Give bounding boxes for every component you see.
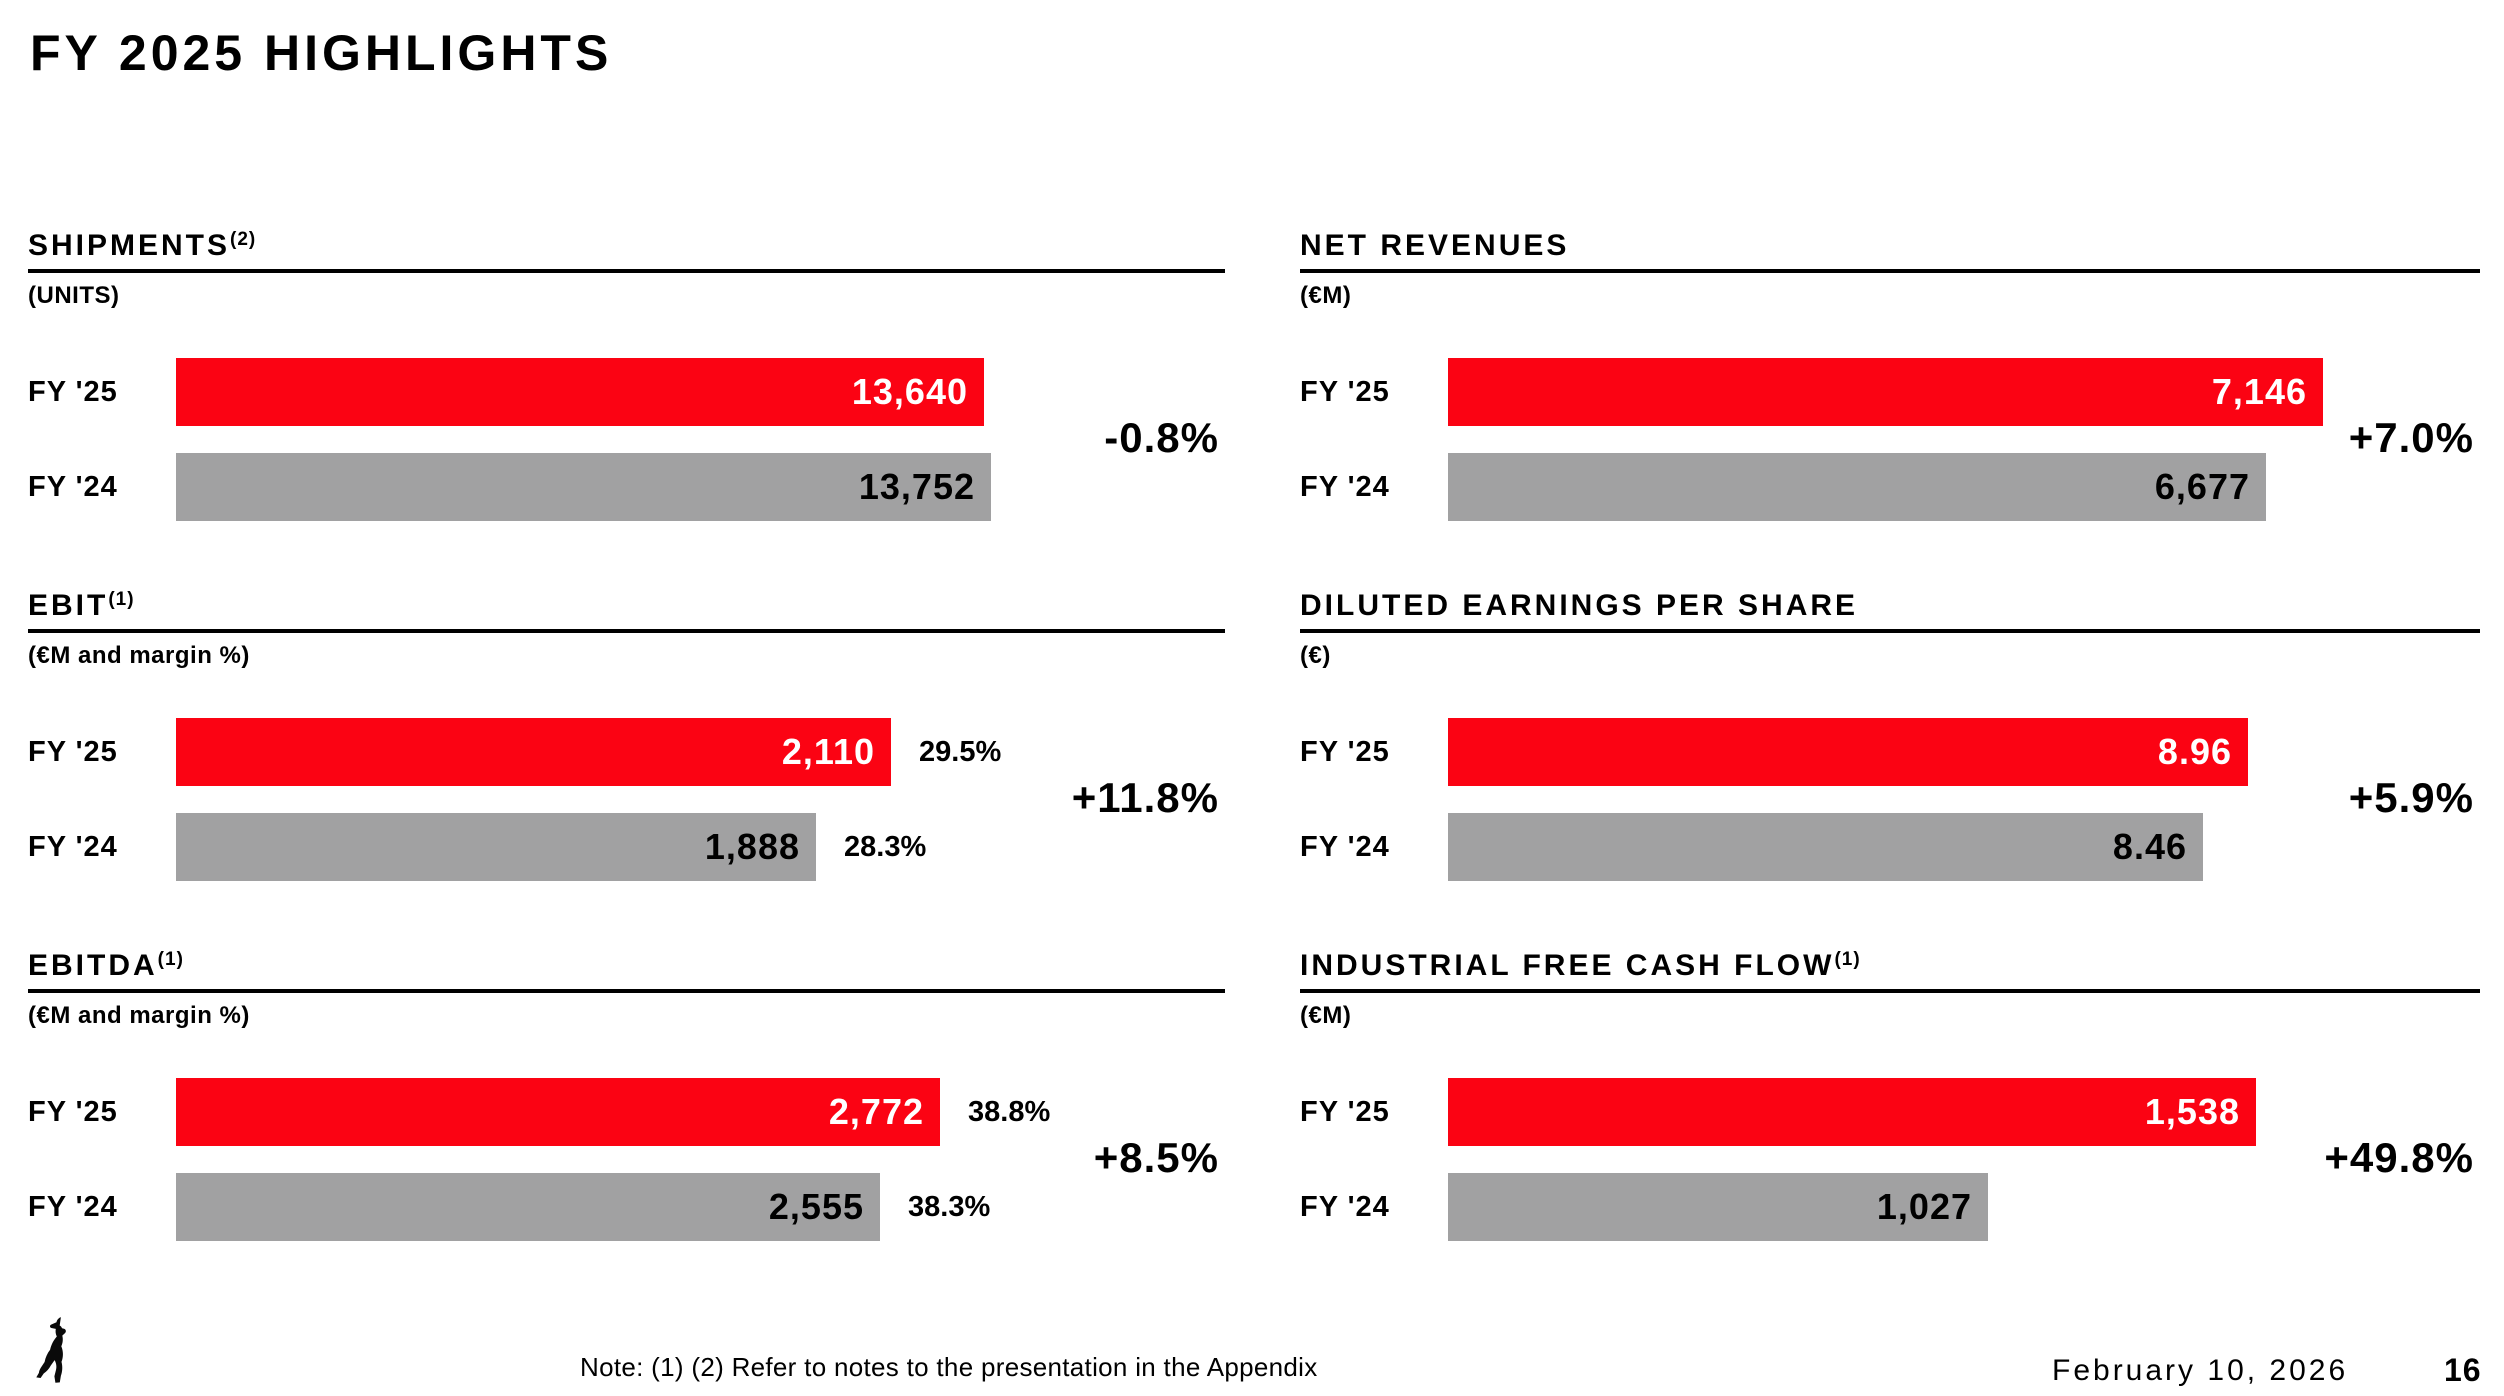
bar-chart: FY '25 2,110 29.5% FY '24 1,888 28.3% — [28, 718, 1225, 881]
bar-row-fy25: FY '25 13,640 — [28, 358, 1225, 426]
panel-unit-label: (UNITS) — [28, 282, 120, 309]
bar-value-fy25: 8.96 — [2157, 731, 2232, 772]
category-label-fy25: FY '25 — [28, 1095, 118, 1128]
chart-diluted-eps: DILUTED EARNINGS PER SHARE (€) FY '25 8.… — [1300, 590, 2480, 950]
panel-title: EBITDA(1) — [28, 950, 1225, 993]
bar-fy25: 2,110 — [176, 718, 891, 786]
bar-row-fy24: FY '24 1,027 — [1300, 1173, 2480, 1241]
bar-value-fy25: 1,538 — [2144, 1091, 2240, 1132]
panel-unit-label: (€M and margin %) — [28, 1002, 250, 1029]
category-label-fy25: FY '25 — [1300, 1095, 1390, 1128]
change-label: +11.8% — [1071, 774, 1219, 821]
category-label-fy25: FY '25 — [1300, 735, 1390, 768]
panel-unit-label: (€M) — [1300, 1002, 1352, 1029]
change-label: +5.9% — [2348, 774, 2474, 821]
panel-unit-label: (€M and margin %) — [28, 642, 250, 669]
bar-row-fy25: FY '25 7,146 — [1300, 358, 2480, 426]
bar-row-fy25: FY '25 2,772 38.8% — [28, 1078, 1225, 1146]
category-label-fy24: FY '24 — [1300, 1190, 1390, 1223]
bar-fy25: 7,146 — [1448, 358, 2323, 426]
margin-label-fy24: 38.3% — [908, 1190, 991, 1223]
bar-row-fy24: FY '24 8.46 — [1300, 813, 2480, 881]
bar-row-fy25: FY '25 2,110 29.5% — [28, 718, 1225, 786]
change-label: +8.5% — [1093, 1134, 1219, 1181]
panel-title-text: EBIT — [28, 589, 109, 622]
bar-value-fy24: 1,888 — [704, 826, 800, 867]
bar-row-fy25: FY '25 8.96 — [1300, 718, 2480, 786]
bar-row-fy24: FY '24 13,752 — [28, 453, 1225, 521]
bar-value-fy24: 8.46 — [2112, 826, 2187, 867]
footnote-superscript: (1) — [157, 949, 184, 970]
bar-value-fy24: 6,677 — [2154, 466, 2250, 507]
bar-fy25: 1,538 — [1448, 1078, 2256, 1146]
category-label-fy24: FY '24 — [28, 830, 118, 863]
bar-value-fy24: 1,027 — [1876, 1186, 1972, 1227]
panel-title: SHIPMENTS(2) — [28, 230, 1225, 273]
bar-row-fy24: FY '24 1,888 28.3% — [28, 813, 1225, 881]
bar-chart: FY '25 8.96 FY '24 8.46 — [1300, 718, 2480, 881]
bar-fy25: 2,772 — [176, 1078, 940, 1146]
chart-net-revenues: NET REVENUES (€M) FY '25 7,146 FY '24 6,… — [1300, 230, 2480, 590]
bar-row-fy25: FY '25 1,538 — [1300, 1078, 2480, 1146]
panel-title-text: SHIPMENTS — [28, 229, 231, 262]
bar-value-fy25: 7,146 — [2211, 371, 2307, 412]
panel-title: EBIT(1) — [28, 590, 1225, 633]
category-label-fy25: FY '25 — [28, 735, 118, 768]
page-title: FY 2025 HIGHLIGHTS — [30, 25, 613, 81]
change-label: -0.8% — [1104, 414, 1219, 461]
panel-title-text: NET REVENUES — [1300, 229, 1570, 262]
panel-title-text: INDUSTRIAL FREE CASH FLOW — [1300, 949, 1835, 982]
change-label: +49.8% — [2324, 1134, 2474, 1181]
chart-industrial-free-cash-flow: INDUSTRIAL FREE CASH FLOW(1) (€M) FY '25… — [1300, 950, 2480, 1310]
footnote-superscript: (2) — [230, 229, 257, 250]
bar-row-fy24: FY '24 2,555 38.3% — [28, 1173, 1225, 1241]
page-number: 16 — [2444, 1352, 2482, 1388]
panel-title: DILUTED EARNINGS PER SHARE — [1300, 590, 2480, 633]
bar-row-fy24: FY '24 6,677 — [1300, 453, 2480, 521]
category-label-fy25: FY '25 — [1300, 375, 1390, 408]
bar-value-fy25: 13,640 — [851, 371, 968, 412]
bar-fy24: 1,888 — [176, 813, 816, 881]
bar-chart: FY '25 2,772 38.8% FY '24 2,555 38.3% — [28, 1078, 1225, 1241]
chart-panels-grid: SHIPMENTS(2) (UNITS) FY '25 13,640 FY '2… — [28, 230, 2480, 1310]
category-label-fy25: FY '25 — [28, 375, 118, 408]
bar-fy24: 1,027 — [1448, 1173, 1988, 1241]
bar-value-fy24: 13,752 — [858, 466, 975, 507]
footnote-superscript: (1) — [1834, 949, 1861, 970]
margin-label-fy24: 28.3% — [844, 830, 927, 863]
bar-chart: FY '25 1,538 FY '24 1,027 — [1300, 1078, 2480, 1241]
footnote-text: Note: (1) (2) Refer to notes to the pres… — [580, 1352, 1318, 1382]
category-label-fy24: FY '24 — [1300, 830, 1390, 863]
category-label-fy24: FY '24 — [28, 470, 118, 503]
chart-ebit: EBIT(1) (€M and margin %) FY '25 2,110 2… — [28, 590, 1225, 950]
panel-title: NET REVENUES — [1300, 230, 2480, 273]
margin-label-fy25: 38.8% — [968, 1095, 1051, 1128]
category-label-fy24: FY '24 — [28, 1190, 118, 1223]
bar-value-fy24: 2,555 — [768, 1186, 864, 1227]
panel-unit-label: (€M) — [1300, 282, 1352, 309]
bar-fy24: 6,677 — [1448, 453, 2266, 521]
bar-value-fy25: 2,110 — [781, 731, 875, 772]
category-label-fy24: FY '24 — [1300, 470, 1390, 503]
chart-shipments: SHIPMENTS(2) (UNITS) FY '25 13,640 FY '2… — [28, 230, 1225, 590]
panel-title: INDUSTRIAL FREE CASH FLOW(1) — [1300, 950, 2480, 993]
bar-fy25: 8.96 — [1448, 718, 2248, 786]
chart-ebitda: EBITDA(1) (€M and margin %) FY '25 2,772… — [28, 950, 1225, 1310]
bar-fy24: 2,555 — [176, 1173, 880, 1241]
panel-unit-label: (€) — [1300, 642, 1331, 669]
bar-fy24: 13,752 — [176, 453, 991, 521]
bar-chart: FY '25 7,146 FY '24 6,677 — [1300, 358, 2480, 521]
bar-chart: FY '25 13,640 FY '24 13,752 — [28, 358, 1225, 521]
footer-date: February 10, 2026 — [2052, 1354, 2349, 1387]
prancing-horse-logo — [36, 1317, 66, 1383]
footnote-superscript: (1) — [108, 589, 135, 610]
panel-title-text: EBITDA — [28, 949, 158, 982]
bar-fy24: 8.46 — [1448, 813, 2203, 881]
panel-title-text: DILUTED EARNINGS PER SHARE — [1300, 589, 1859, 622]
margin-label-fy25: 29.5% — [919, 735, 1002, 768]
change-label: +7.0% — [2348, 414, 2474, 461]
bar-value-fy25: 2,772 — [828, 1091, 924, 1132]
bar-fy25: 13,640 — [176, 358, 984, 426]
